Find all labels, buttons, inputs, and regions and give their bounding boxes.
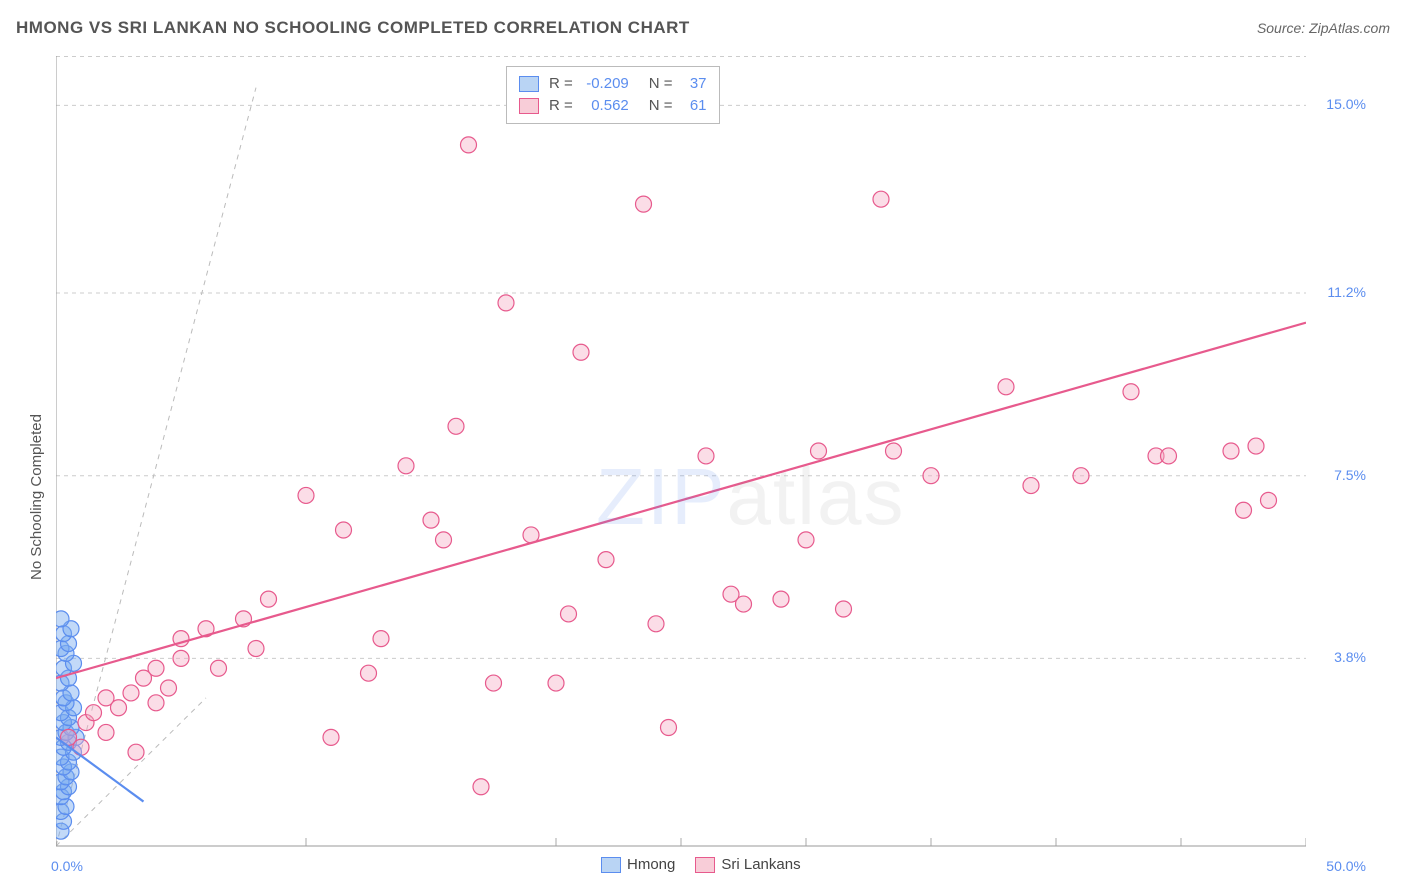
legend-swatch <box>601 857 621 873</box>
data-point <box>211 660 227 676</box>
data-point <box>636 196 652 212</box>
scatter-svg <box>56 56 1306 896</box>
data-point <box>1248 438 1264 454</box>
legend-swatch <box>695 857 715 873</box>
y-axis-label: No Schooling Completed <box>28 414 45 580</box>
plot-area: ZIPatlas R =-0.209N =37R =0.562N =61 Hmo… <box>56 56 1306 846</box>
data-point <box>773 591 789 607</box>
data-point <box>148 660 164 676</box>
data-point <box>98 724 114 740</box>
data-point <box>1236 502 1252 518</box>
series-legend-item: Hmong <box>601 856 675 873</box>
data-point <box>798 532 814 548</box>
data-point <box>873 191 889 207</box>
data-point <box>161 680 177 696</box>
data-point <box>398 458 414 474</box>
data-point <box>486 675 502 691</box>
data-point <box>86 705 102 721</box>
data-point <box>1023 478 1039 494</box>
data-point <box>998 379 1014 395</box>
data-point <box>1073 468 1089 484</box>
x-tick-label: 0.0% <box>51 858 83 874</box>
chart-title: HMONG VS SRI LANKAN NO SCHOOLING COMPLET… <box>16 18 690 38</box>
data-point <box>323 729 339 745</box>
data-point <box>436 532 452 548</box>
data-point <box>448 418 464 434</box>
data-point <box>548 675 564 691</box>
data-point <box>56 611 69 627</box>
data-point <box>886 443 902 459</box>
data-point <box>111 700 127 716</box>
data-point <box>661 720 677 736</box>
data-point <box>361 665 377 681</box>
data-point <box>173 650 189 666</box>
data-point <box>698 448 714 464</box>
data-point <box>1223 443 1239 459</box>
data-point <box>598 552 614 568</box>
x-tick-label: 50.0% <box>1326 858 1366 874</box>
data-point <box>561 606 577 622</box>
data-point <box>123 685 139 701</box>
legend-swatch <box>519 98 539 114</box>
data-point <box>1261 492 1277 508</box>
data-point <box>336 522 352 538</box>
y-tick-label: 15.0% <box>1326 96 1366 112</box>
data-point <box>473 779 489 795</box>
correlation-legend: R =-0.209N =37R =0.562N =61 <box>506 66 720 124</box>
data-point <box>498 295 514 311</box>
chart-header: HMONG VS SRI LANKAN NO SCHOOLING COMPLET… <box>16 18 1390 38</box>
data-point <box>423 512 439 528</box>
data-point <box>461 137 477 153</box>
data-point <box>1123 384 1139 400</box>
data-point <box>373 631 389 647</box>
data-point <box>923 468 939 484</box>
y-tick-label: 7.5% <box>1334 467 1366 483</box>
y-tick-label: 11.2% <box>1327 284 1366 300</box>
data-point <box>148 695 164 711</box>
legend-swatch <box>519 76 539 92</box>
data-point <box>128 744 144 760</box>
data-point <box>736 596 752 612</box>
data-point <box>261 591 277 607</box>
series-legend: Hmong Sri Lankans <box>601 856 801 873</box>
y-tick-label: 3.8% <box>1334 649 1366 665</box>
series-legend-item: Sri Lankans <box>695 856 800 873</box>
data-point <box>298 487 314 503</box>
trend-line <box>56 323 1306 679</box>
data-point <box>648 616 664 632</box>
data-point <box>248 641 264 657</box>
data-point <box>836 601 852 617</box>
legend-row: R =0.562N =61 <box>519 95 707 117</box>
chart-source: Source: ZipAtlas.com <box>1257 20 1390 36</box>
data-point <box>811 443 827 459</box>
data-point <box>1161 448 1177 464</box>
legend-row: R =-0.209N =37 <box>519 73 707 95</box>
data-point <box>573 344 589 360</box>
